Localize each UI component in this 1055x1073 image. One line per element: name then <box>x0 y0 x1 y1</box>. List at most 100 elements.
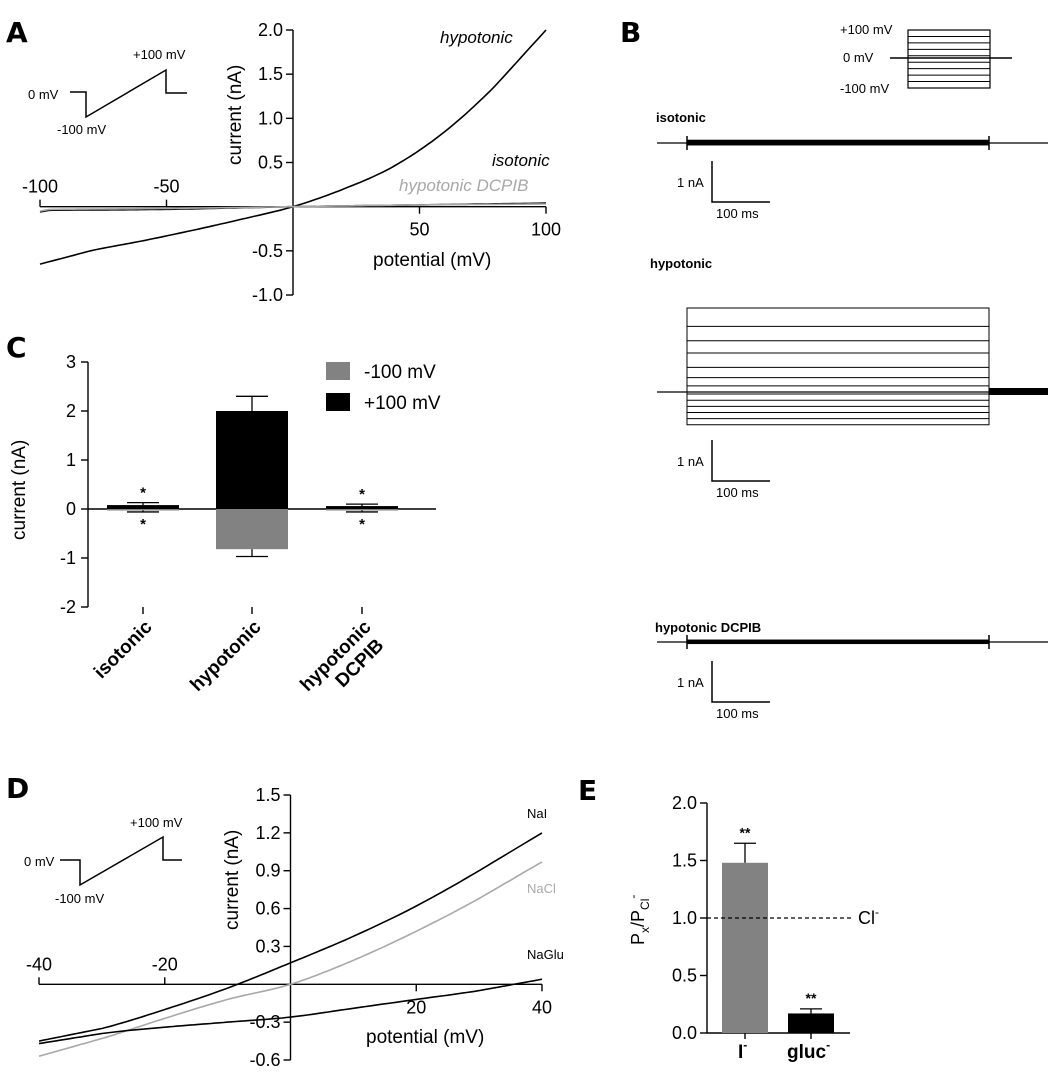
legend-swatch-plus100 <box>326 393 350 411</box>
y-tick-label: 0.3 <box>255 936 280 956</box>
series-label-naglu: NaGlu <box>527 947 564 962</box>
panel-c-ylabel: current (nA) <box>9 440 30 540</box>
reference-label-chloride: Cl- <box>858 905 879 928</box>
panel-a-axes: -100 -50 50 100 -1.0 -0.5 0.5 1.0 1.5 2.0 <box>22 20 561 305</box>
category-label-iodide: I- <box>738 1038 747 1063</box>
panel-d-ylabel: current (nA) <box>222 830 243 930</box>
x-tick-label: -50 <box>153 177 179 197</box>
y-tick-label: 2.0 <box>672 793 697 813</box>
trace-title-hypotonic-dcpib: hypotonic DCPIB <box>655 620 761 635</box>
panel-c-bar-chart: -2 -1 0 1 2 3 * * * * current (nA) -100 mV +100 … <box>9 352 441 696</box>
panel-d-xlabel: potential (mV) <box>366 1027 484 1048</box>
y-tick-label: 0.6 <box>255 899 280 919</box>
panel-d-iv-chart: +100 mV 0 mV -100 mV -40 -20 20 40 -0.6 -0.3 0… <box>24 785 564 1070</box>
bar-0 <box>722 862 768 1033</box>
ramp-protocol-d-trace <box>60 835 182 887</box>
y-tick-label: -0.3 <box>249 1012 280 1032</box>
panel-b-traces: +100 mV 0 mV -100 mV isotonic hypotonic … <box>650 22 1048 721</box>
x-tick-label: -100 <box>22 177 58 197</box>
bar-100mV-1 <box>216 509 288 550</box>
series-label-nacl: NaCl <box>527 881 556 896</box>
category-label-hypotonic-dcpib: hypotonic DCPIB <box>296 616 388 695</box>
scale-bar-2: 1 nA 100 ms <box>677 440 770 500</box>
panel-letter-c: C <box>6 331 27 364</box>
panel-letter-e: E <box>578 774 597 807</box>
y-tick-label: 1 <box>66 450 76 470</box>
current-step-trace <box>686 340 990 392</box>
x-tick-label: 50 <box>409 220 429 240</box>
y-tick-label: 1.5 <box>258 64 283 84</box>
scale-bar-2-time: 100 ms <box>716 485 759 500</box>
y-tick-label: 1.5 <box>672 851 697 871</box>
panel-c-legend: -100 mV +100 mV <box>326 362 441 414</box>
y-tick-label: 1.2 <box>255 823 280 843</box>
step-protocol-drawing <box>890 29 1012 89</box>
current-step-trace <box>686 392 990 401</box>
series-line-naglu <box>38 978 543 1045</box>
y-tick-label: -2 <box>60 597 76 617</box>
series-line-hypotonic-dcpib <box>39 203 546 212</box>
ramp-protocol-trace <box>70 68 187 119</box>
panel-d-ramp-protocol: +100 mV 0 mV -100 mV <box>24 815 183 906</box>
category-label-gluconate: gluc- <box>787 1038 830 1063</box>
panel-a-ramp-protocol: +100 mV 0 mV -100 mV <box>28 47 187 137</box>
significance-marker: * <box>359 516 365 533</box>
current-step-trace <box>686 392 990 420</box>
y-tick-label: -0.6 <box>249 1050 280 1070</box>
bar-100mV-2 <box>326 506 398 509</box>
y-tick-label: 0.5 <box>258 153 283 173</box>
scale-bar-3: 1 nA 100 ms <box>677 661 770 721</box>
y-tick-label: -1.0 <box>252 285 283 305</box>
current-traces <box>657 136 1048 649</box>
category-label-hypotonic: hypotonic <box>186 616 265 695</box>
category-label-iodide-text: I- <box>738 1038 747 1063</box>
y-tick-label: 0 <box>66 499 76 519</box>
category-label-isotonic: isotonic <box>90 616 157 683</box>
panel-d-series <box>38 832 543 1057</box>
significance-marker: ** <box>740 824 751 840</box>
x-tick-label: 40 <box>532 997 552 1017</box>
ramp-d-label-bottom: -100 mV <box>55 891 104 906</box>
legend-label-plus100: +100 mV <box>364 393 441 414</box>
scale-bar-2-current: 1 nA <box>677 454 704 469</box>
significance-marker: ** <box>806 990 817 1006</box>
reference-label-chloride-text: Cl- <box>858 905 879 928</box>
current-step-trace <box>686 385 990 392</box>
current-trace-band <box>687 639 989 645</box>
scale-bar-1: 1 nA 100 ms <box>677 161 770 221</box>
panel-e-ylabel: Px/PCl- <box>626 895 652 945</box>
panel-letter-a: A <box>6 16 28 49</box>
y-tick-label: 1.0 <box>672 908 697 928</box>
current-trace-band <box>687 139 989 146</box>
scale-bar-2-lines <box>711 440 770 482</box>
trace-title-isotonic: isotonic <box>656 110 706 125</box>
step-label-hold: 0 mV <box>843 50 874 65</box>
legend-label-minus100: -100 mV <box>364 362 436 383</box>
current-step-trace <box>686 377 990 392</box>
series-label-hypotonic: hypotonic <box>440 28 513 47</box>
protocol-box <box>907 29 991 89</box>
panel-c-bars: * * * * <box>107 395 398 558</box>
ramp-label-top: +100 mV <box>133 47 186 62</box>
y-tick-label: 2 <box>66 401 76 421</box>
significance-marker: * <box>359 486 365 503</box>
bar-100mV-2 <box>326 509 398 511</box>
y-tick-label: 1.0 <box>258 108 283 128</box>
current-step-trace <box>686 307 990 392</box>
scale-bar-3-lines <box>711 661 770 703</box>
current-step-trace <box>686 366 990 392</box>
panel-e-bar-chart: 0.0 0.5 1.0 1.5 2.0 ** ** Px/PCl- I- gluc- Cl… <box>626 793 879 1063</box>
series-label-isotonic: isotonic <box>492 151 550 170</box>
scale-bar-1-lines <box>711 161 770 203</box>
y-tick-label: 0.0 <box>672 1023 697 1043</box>
y-tick-label: 2.0 <box>258 20 283 40</box>
tail-current-noise <box>989 388 1048 395</box>
ramp-d-label-hold: 0 mV <box>24 854 55 869</box>
series-line-nai <box>38 832 543 1042</box>
significance-marker: * <box>140 516 146 533</box>
series-label-hypotonic-dcpib: hypotonic DCPIB <box>399 176 528 195</box>
significance-marker: * <box>140 485 146 502</box>
current-step-trace <box>686 392 990 413</box>
panel-e-ylabel-text: Px/PCl- <box>626 895 652 945</box>
